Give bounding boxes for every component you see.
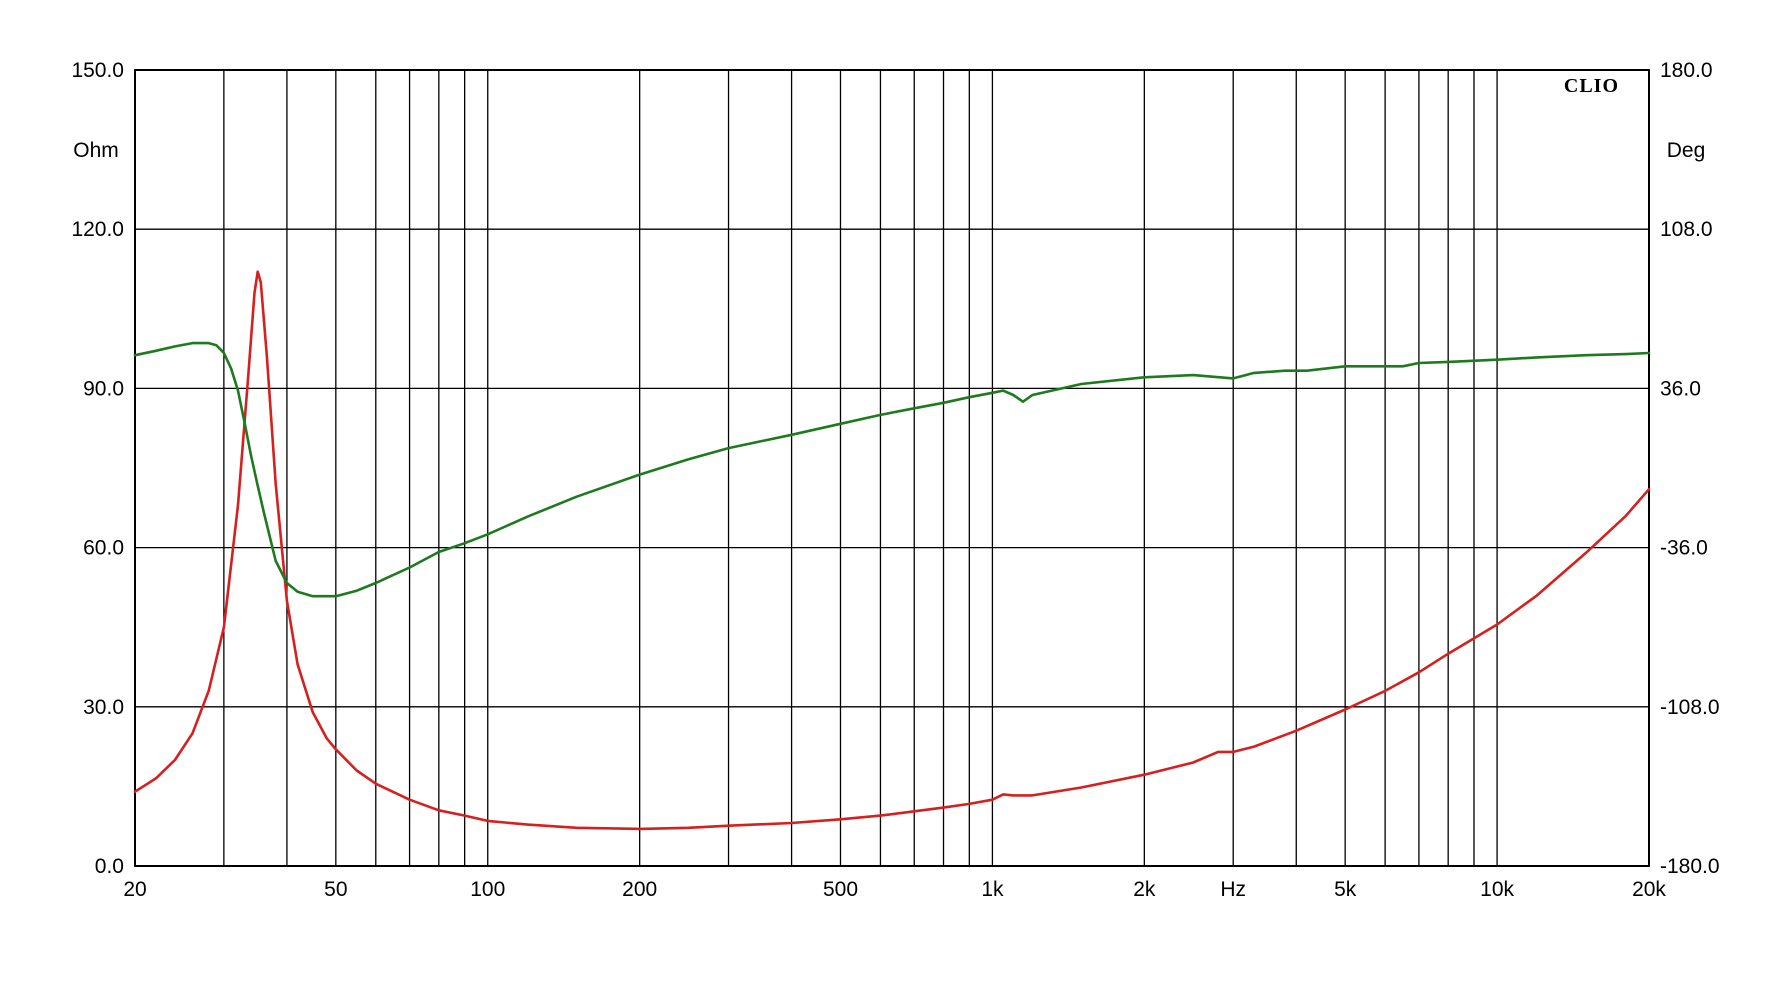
left-y-tick-label: 120.0 xyxy=(71,218,124,241)
phase-curve xyxy=(133,341,1651,598)
right-axis-unit: Deg xyxy=(1667,139,1706,162)
series-layer xyxy=(133,270,1651,831)
clio-brand-label: CLIO xyxy=(1564,75,1619,97)
x-tick-label: 10k xyxy=(1480,878,1514,901)
x-tick-label: 5k xyxy=(1334,878,1357,901)
left-axis-unit: Ohm xyxy=(73,139,119,162)
vertical-grid-lines xyxy=(223,70,1498,866)
x-tick-label: 2k xyxy=(1133,878,1156,901)
x-tick-label: 20k xyxy=(1632,878,1666,901)
right-y-tick-label: 180.0 xyxy=(1660,59,1713,82)
right-y-tick-label: 108.0 xyxy=(1660,218,1713,241)
horizontal-grid-lines xyxy=(135,228,1649,708)
right-y-tick-label: -36.0 xyxy=(1660,537,1708,560)
x-tick-label: Hz xyxy=(1220,878,1246,901)
impedance-curve xyxy=(133,270,1651,831)
left-y-tick-label: 0.0 xyxy=(95,855,124,878)
right-y-tick-label: 36.0 xyxy=(1660,377,1701,400)
left-y-tick-labels: 0.0 30.0 60.0 90.0 120.0 150.0 xyxy=(71,59,124,878)
left-y-tick-label: 30.0 xyxy=(83,696,124,719)
x-tick-label: 200 xyxy=(622,878,657,901)
x-tick-label: 1k xyxy=(981,878,1004,901)
left-y-tick-label: 60.0 xyxy=(83,537,124,560)
x-tick-label: 500 xyxy=(823,878,858,901)
x-tick-label: 50 xyxy=(324,878,347,901)
right-y-tick-labels: -180.0 -108.0 -36.0 36.0 108.0 180.0 xyxy=(1660,59,1720,878)
plot-frame xyxy=(134,69,1650,867)
right-y-tick-label: -108.0 xyxy=(1660,696,1720,719)
right-y-tick-label: -180.0 xyxy=(1660,855,1720,878)
x-tick-label: 100 xyxy=(470,878,505,901)
x-tick-labels: 20 50 100 200 500 1k 2k Hz 5k 10k 20k xyxy=(123,878,1666,901)
left-y-tick-label: 150.0 xyxy=(71,59,124,82)
left-y-tick-label: 90.0 xyxy=(83,377,124,400)
x-tick-label: 20 xyxy=(123,878,146,901)
